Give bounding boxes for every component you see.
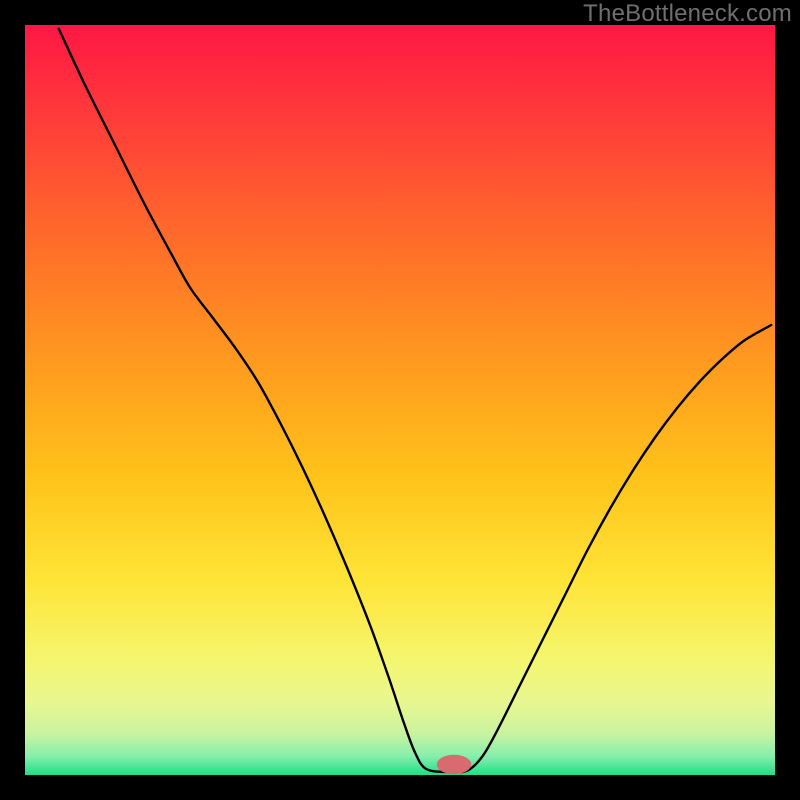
chart-stage: TheBottleneck.com <box>0 0 800 800</box>
bottleneck-chart <box>0 0 800 800</box>
watermark-text: TheBottleneck.com <box>583 0 792 28</box>
optimum-marker <box>437 755 472 775</box>
plot-background <box>25 25 775 775</box>
